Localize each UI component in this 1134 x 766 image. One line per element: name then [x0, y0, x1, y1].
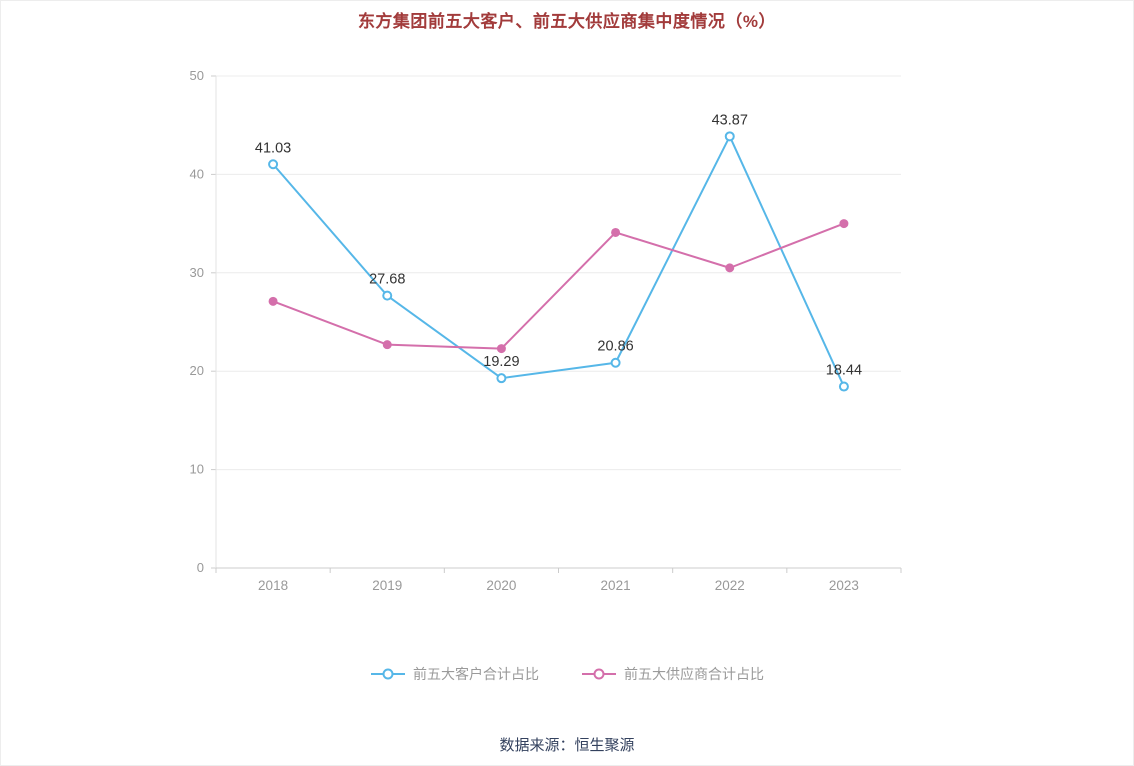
data-point	[839, 219, 849, 229]
data-source: 数据来源：恒生聚源	[499, 737, 635, 754]
x-axis-label: 2020	[486, 578, 516, 593]
data-point	[610, 357, 621, 368]
data-point	[725, 263, 735, 273]
data-point	[268, 159, 279, 170]
line-chart-plot-area: 0 10 20 30 40 50 2018 2019 2020 2021 2022 2023 41.03…	[190, 68, 902, 593]
data-label: 43.87	[712, 112, 748, 128]
x-axis-label: 2018	[258, 578, 288, 593]
y-axis-label: 50	[190, 68, 204, 83]
series-line-1	[272, 222, 845, 350]
data-label: 20.86	[597, 339, 633, 355]
data-label: 19.29	[483, 354, 519, 370]
y-axis-label: 40	[190, 166, 204, 181]
legend-label-suppliers: 前五大供应商合计占比	[624, 666, 764, 682]
data-label: 27.68	[369, 272, 405, 288]
data-point	[496, 373, 507, 384]
legend-marker-suppliers-icon	[582, 668, 616, 680]
x-axis-label: 2022	[715, 578, 745, 593]
series-line-0	[272, 135, 845, 387]
data-point	[496, 344, 506, 354]
legend: 前五大客户合计占比 前五大供应商合计占比	[1, 664, 1133, 684]
data-label: 41.03	[255, 140, 291, 156]
data-point	[724, 131, 735, 142]
legend-label-customers: 前五大客户合计占比	[413, 666, 539, 682]
y-axis-label: 0	[197, 560, 204, 575]
x-axis-label: 2021	[601, 578, 631, 593]
chart-title: 东方集团前五大客户、前五大供应商集中度情况（%）	[357, 12, 777, 31]
x-axis-label: 2019	[372, 578, 402, 593]
data-point	[382, 340, 392, 350]
data-point	[838, 381, 849, 392]
data-point	[382, 290, 393, 301]
legend-item-customers[interactable]: 前五大客户合计占比	[370, 664, 539, 684]
data-point	[268, 296, 278, 306]
legend-item-suppliers[interactable]: 前五大供应商合计占比	[581, 664, 764, 684]
legend-marker-customers-icon	[371, 668, 405, 680]
data-point	[611, 227, 621, 237]
y-axis-label: 10	[190, 462, 204, 477]
y-axis-label: 20	[190, 363, 204, 378]
y-axis-label: 30	[190, 265, 204, 280]
data-label: 18.44	[826, 363, 862, 379]
x-axis-label: 2023	[829, 578, 859, 593]
